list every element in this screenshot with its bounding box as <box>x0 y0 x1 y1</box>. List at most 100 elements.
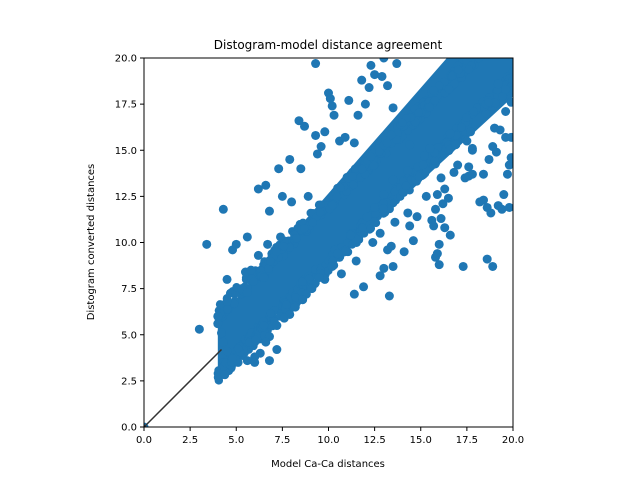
scatter-point <box>434 260 444 270</box>
band-edge-point <box>279 242 289 251</box>
band-edge-point <box>496 25 504 33</box>
y-tick-label: 0.0 <box>121 423 137 434</box>
scatter-point <box>484 154 494 164</box>
scatter-point <box>366 60 376 70</box>
scatter-point <box>300 121 310 131</box>
scatter-point <box>379 58 389 63</box>
scatter-point <box>360 99 370 109</box>
scatter-point <box>501 107 511 117</box>
scatter-point <box>375 271 385 281</box>
band-edge-point <box>332 192 342 202</box>
band-edge-point <box>497 34 505 42</box>
scatter-point <box>250 357 260 367</box>
band-edge-point <box>489 42 497 50</box>
band-edge-point <box>425 102 434 112</box>
scatter-point <box>333 249 343 259</box>
band-edge-point <box>351 164 360 173</box>
band-edge-point <box>392 135 401 144</box>
scatter-point <box>438 199 448 209</box>
x-tick-label: 7.5 <box>274 435 290 446</box>
scatter-point <box>279 313 289 323</box>
band-edge-point <box>316 208 325 217</box>
scatter-point <box>242 287 252 297</box>
band-edge-point <box>493 33 501 41</box>
band-edge-point <box>481 43 489 51</box>
band-edge-point <box>430 156 440 165</box>
scatter-point <box>379 190 389 200</box>
band-edge-point <box>501 18 509 26</box>
scatter-point <box>403 166 413 176</box>
scatter-point <box>462 136 472 146</box>
x-tick-label: 5.0 <box>228 435 244 446</box>
band-edge-point <box>506 12 514 20</box>
band-edge-point <box>349 180 358 190</box>
scatter-point <box>501 84 511 94</box>
scatter-point <box>316 142 326 152</box>
scatter-point <box>261 337 271 347</box>
band-edge-point <box>490 35 498 43</box>
band-edge-point <box>495 34 503 42</box>
scatter-point <box>431 204 441 214</box>
scatter-point <box>482 254 492 264</box>
scatter-point <box>445 230 455 240</box>
scatter-point <box>362 212 372 222</box>
scatter-point <box>340 247 350 257</box>
scatter-point <box>349 289 359 299</box>
band-edge-point <box>444 85 454 94</box>
band-edge-point <box>348 172 357 181</box>
band-edge-point <box>266 309 275 318</box>
scatter-point <box>443 193 453 203</box>
scatter-point <box>375 228 385 238</box>
band-edge-point <box>429 86 438 95</box>
scatter-point <box>405 221 415 231</box>
band-edge-point <box>366 224 376 233</box>
x-tick-label: 10.0 <box>317 435 339 446</box>
scatter-point <box>263 239 273 249</box>
band-edge-point <box>476 49 484 57</box>
scatter-point <box>399 247 409 257</box>
band-edge-point <box>505 11 513 19</box>
scatter-point <box>502 169 512 179</box>
band-edge-point <box>502 28 510 36</box>
scatter-point <box>296 164 306 174</box>
band-edge-point <box>493 31 501 39</box>
band-edge-point <box>369 161 379 170</box>
scatter-point <box>490 123 500 133</box>
band-edge-point <box>266 257 275 266</box>
scatter-point <box>261 180 271 190</box>
scatter-point <box>403 208 413 218</box>
scatter-point <box>383 81 393 91</box>
scatter-point <box>392 59 402 69</box>
scatter-point <box>213 319 223 329</box>
band-edge-point <box>479 58 481 59</box>
y-tick-label: 2.5 <box>121 376 137 387</box>
band-edge-point <box>495 25 503 33</box>
band-edge-point <box>479 45 487 53</box>
band-edge-point <box>491 28 499 36</box>
y-tick-label: 7.5 <box>121 284 137 295</box>
band-edge-point <box>434 81 444 90</box>
scatter-point <box>445 129 455 139</box>
scatter-point <box>388 103 398 113</box>
band-edge-point <box>497 27 505 35</box>
scatter-point <box>264 356 274 366</box>
scatter-point <box>388 175 398 185</box>
scatter-point <box>504 160 513 170</box>
reference-line <box>144 348 223 427</box>
scatter-point <box>386 241 396 251</box>
scatter-point <box>506 97 513 107</box>
scatter-point <box>253 250 263 260</box>
band-edge-point <box>298 277 307 286</box>
band-edge-point <box>328 200 337 210</box>
band-edge-point <box>478 58 486 61</box>
band-edge-point <box>213 373 223 382</box>
band-edge-point <box>382 138 392 148</box>
scatter-point <box>311 59 321 69</box>
band-edge-point <box>499 28 507 36</box>
scatter-point <box>327 261 337 271</box>
scatter-point <box>464 162 474 172</box>
scatter-point <box>449 167 459 177</box>
scatter-point <box>488 261 498 271</box>
scatter-point <box>329 110 339 120</box>
band-edge-point <box>375 147 384 156</box>
